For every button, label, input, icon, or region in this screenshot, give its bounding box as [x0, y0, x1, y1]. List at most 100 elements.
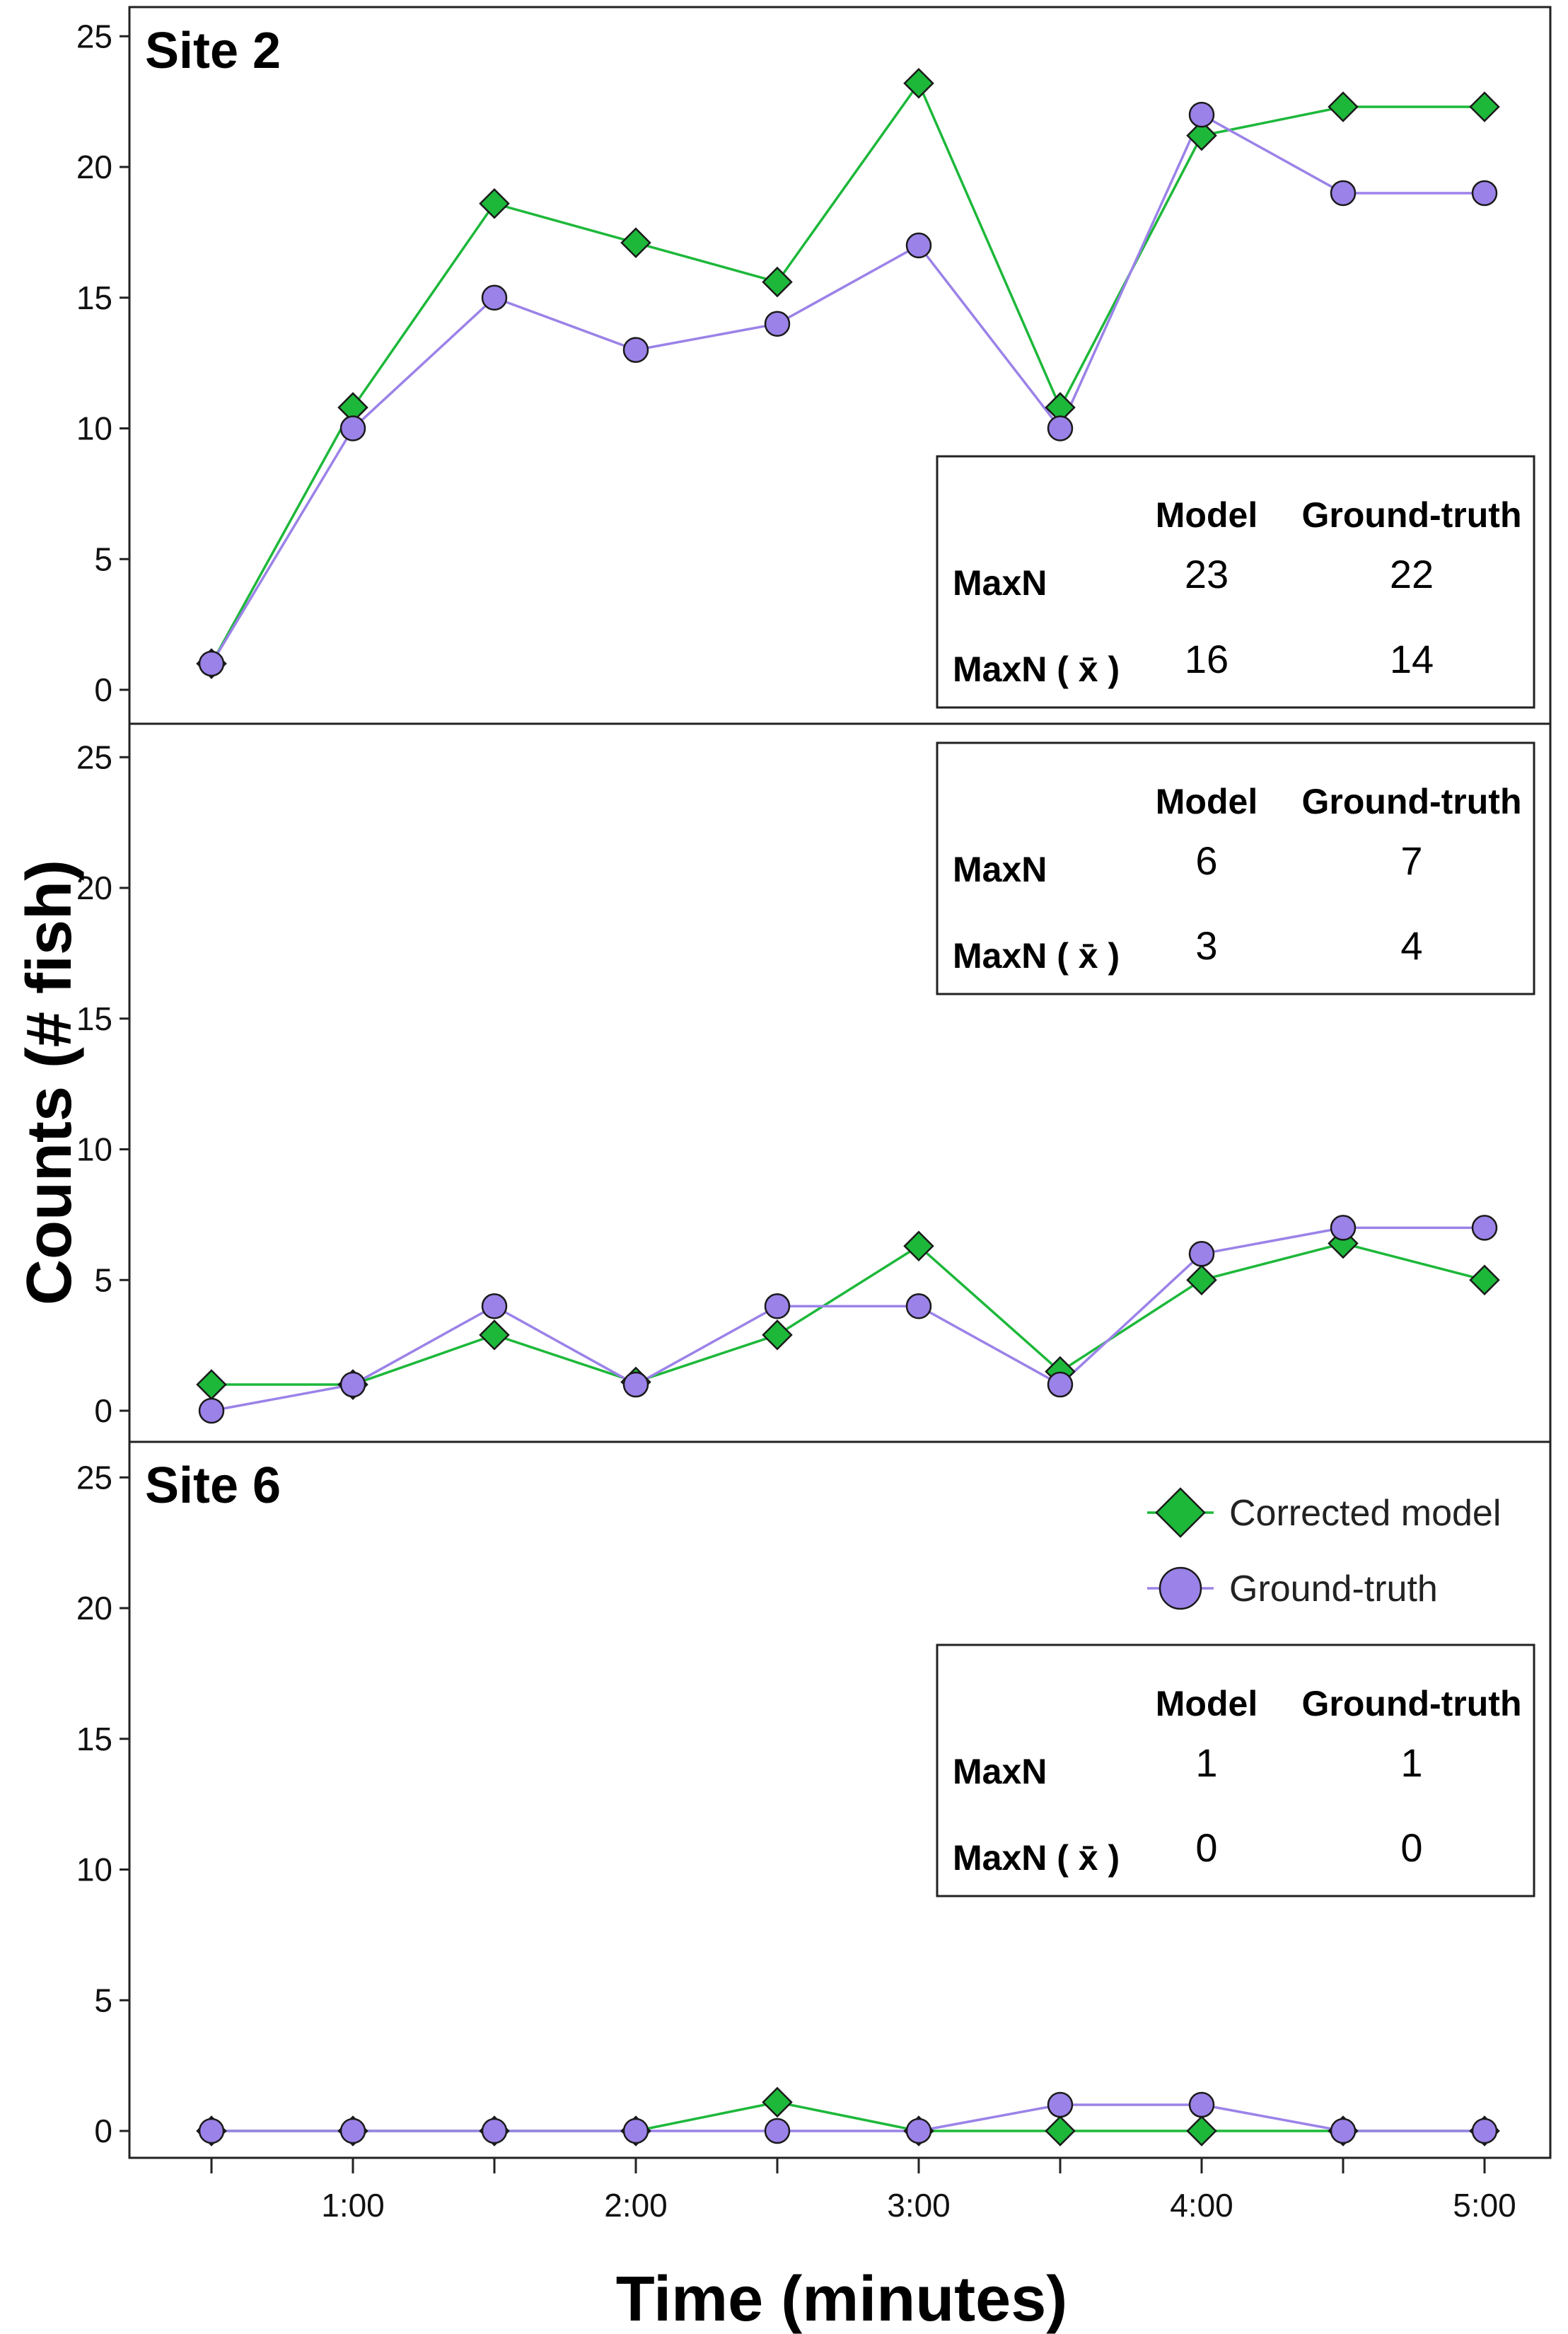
y-tick-label: 0: [94, 671, 112, 708]
series-line-ground-truth: [211, 2103, 1485, 2132]
ground-truth-point: [1188, 1241, 1215, 1267]
model-point: [762, 1319, 793, 1351]
model-point: [196, 1369, 227, 1400]
stats-value: 22: [1390, 552, 1434, 596]
stats-table: Model Ground-truth MaxN 6 7 MaxN ( x̄ ) 3 4: [936, 741, 1535, 995]
stats-row-label: MaxN: [953, 563, 1047, 603]
x-tick-label: 3:00: [887, 2187, 951, 2224]
y-tick-label: 15: [76, 1721, 112, 1757]
ground-truth-point: [905, 232, 932, 259]
stats-column-header: Model: [1156, 495, 1258, 535]
ground-truth-point: [198, 650, 225, 677]
stats-value: 4: [1400, 923, 1422, 968]
x-tick-label: 2:00: [604, 2187, 668, 2224]
ground-truth-point: [481, 1293, 508, 1319]
model-point: [1045, 2115, 1076, 2147]
legend-diamond-marker: [1155, 1487, 1206, 1538]
ground-truth-point: [1047, 1371, 1074, 1398]
panel-title: Site 6: [145, 1457, 281, 1514]
series-line-corrected-model: [211, 2101, 1485, 2132]
stats-row-label: MaxN ( x̄ ): [953, 649, 1120, 689]
model-point: [903, 67, 934, 99]
legend-label: Ground-truth: [1229, 1568, 1438, 1610]
stats-value: 3: [1195, 923, 1217, 968]
x-tick-label: 5:00: [1453, 2187, 1516, 2224]
ground-truth-point: [339, 2118, 366, 2144]
y-tick-label: 10: [76, 1851, 112, 1888]
model-point: [1186, 1264, 1217, 1296]
ground-truth-point: [481, 284, 508, 311]
x-tick-label: 4:00: [1170, 2187, 1233, 2224]
stats-column-header: Ground-truth: [1301, 782, 1521, 821]
model-point: [1186, 2115, 1217, 2147]
stats-value: 23: [1185, 552, 1229, 596]
y-tick-label: 10: [76, 410, 112, 447]
stats-row-label: MaxN ( x̄ ): [953, 1838, 1120, 1878]
y-tick-label: 0: [94, 1392, 112, 1429]
ground-truth-point: [339, 415, 366, 441]
stats-value: 0: [1400, 1825, 1422, 1870]
model-point: [1186, 120, 1217, 151]
legend-circle-marker: [1158, 1566, 1202, 1610]
stats-table-frame: [936, 1643, 1535, 1897]
panel-1: 0 5 10 15 20 25 Site 2 Model Ground-truth MaxN 23 2…: [76, 6, 1552, 725]
ground-truth-point: [764, 2118, 791, 2144]
ground-truth-point: [1188, 101, 1215, 128]
stats-value: 1: [1400, 1740, 1422, 1785]
stats-value: 0: [1195, 1825, 1217, 1870]
ground-truth-point: [622, 2118, 649, 2144]
ground-truth-point: [1330, 2118, 1357, 2144]
ground-truth-point: [764, 1293, 791, 1319]
legend-label: Corrected model: [1229, 1493, 1501, 1534]
series-line-corrected-model: [211, 1242, 1485, 1386]
y-tick-label: 20: [76, 870, 112, 906]
ground-truth-point: [339, 1371, 366, 1398]
ground-truth-point: [1330, 180, 1357, 207]
stats-row-label: MaxN: [953, 1752, 1047, 1791]
series-line-corrected-model: [210, 81, 1485, 664]
model-point: [762, 266, 793, 298]
stats-row-label: MaxN: [953, 850, 1047, 889]
series-line-ground-truth: [210, 112, 1485, 664]
legend-entry: Ground-truth: [1147, 1566, 1438, 1610]
series-line-ground-truth: [211, 1226, 1485, 1412]
ground-truth-point: [198, 2118, 225, 2144]
stats-value: 6: [1195, 838, 1217, 883]
y-tick-label: 25: [76, 739, 112, 775]
y-tick-label: 20: [76, 149, 112, 185]
stats-column-header: Ground-truth: [1301, 1684, 1521, 1723]
stats-column-header: Ground-truth: [1301, 495, 1521, 535]
ground-truth-point: [1471, 1215, 1498, 1241]
legend-entry: Corrected model: [1147, 1487, 1501, 1538]
x-tick-label: 1:00: [321, 2187, 385, 2224]
y-axis-title: Counts (# fish): [14, 860, 85, 1305]
stats-value: 1: [1195, 1740, 1217, 1785]
stats-value: 16: [1185, 637, 1229, 681]
y-tick-label: 5: [94, 541, 112, 577]
model-point: [1328, 91, 1359, 122]
y-tick-label: 5: [94, 1982, 112, 2018]
stats-value: 14: [1390, 637, 1434, 681]
stats-table: Model Ground-truth MaxN 23 22 MaxN ( x̄ ) 16 14: [936, 455, 1535, 709]
panel-frame: [128, 1440, 1552, 2159]
stats-row-label: MaxN ( x̄ ): [953, 936, 1120, 976]
model-point: [1469, 1264, 1500, 1296]
model-point: [762, 2086, 793, 2118]
shared-axis-layer: 1:00 2:00 3:00 4:00 5:00: [210, 2158, 1516, 2224]
model-point: [479, 1319, 510, 1351]
ground-truth-point: [1047, 415, 1074, 441]
ground-truth-point: [1330, 1215, 1357, 1241]
stats-table-frame: [936, 741, 1535, 995]
model-point: [903, 1230, 934, 1261]
stats-column-header: Model: [1156, 1684, 1258, 1723]
ground-truth-point: [1047, 2091, 1074, 2118]
ground-truth-point: [905, 1293, 932, 1319]
stats-value: 7: [1400, 838, 1422, 883]
panel-2: 0 5 10 15 20 25 Model Ground-truth MaxN 6 7 MaxN ( …: [76, 722, 1552, 1443]
x-axis-title: Time (minutes): [616, 2264, 1067, 2334]
ground-truth-point: [764, 311, 791, 337]
ground-truth-point: [1471, 2118, 1498, 2144]
